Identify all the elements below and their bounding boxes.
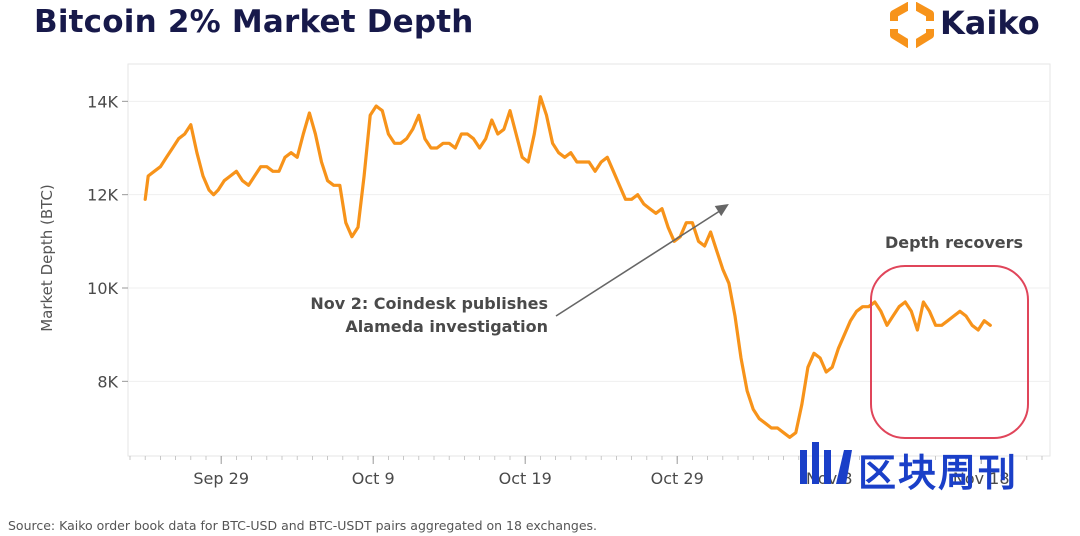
annotation-arrowhead-icon (714, 204, 729, 217)
chart-title: Bitcoin 2% Market Depth (34, 4, 474, 40)
annotation-depth-recovers: Depth recovers (885, 233, 1023, 252)
annotation-coindesk-line2: Alameda investigation (345, 317, 548, 336)
y-tick-label-2: 12K (87, 186, 118, 205)
y-tick-label-0: 8K (97, 372, 118, 391)
y-axis: 8K 10K 12K 14K (87, 92, 128, 391)
watermark: 区块周刊 (796, 440, 1058, 495)
annotation-arrow (555, 208, 724, 317)
x-tick-label-3: Oct 29 (651, 469, 704, 488)
y-tick-label-3: 14K (87, 92, 118, 111)
x-tick-label-1: Oct 9 (352, 469, 395, 488)
watermark-text: 区块周刊 (858, 451, 1019, 495)
y-tick-label-1: 10K (87, 279, 118, 298)
y-axis-label: Market Depth (BTC) (38, 184, 56, 332)
kaiko-logo-text: Kaiko (940, 4, 1040, 42)
x-tick-label-5: Nov 18 (953, 469, 1010, 488)
source-note: Source: Kaiko order book data for BTC-US… (8, 518, 598, 533)
annotation-coindesk-line1: Nov 2: Coindesk publishes (310, 294, 548, 313)
kaiko-logo-icon (888, 0, 936, 50)
recovery-highlight-box (870, 265, 1029, 439)
series-line-market-depth (143, 95, 992, 439)
watermark-logo-icon (800, 442, 852, 484)
kaiko-logo: Kaiko (888, 0, 1058, 50)
grid-lines (128, 100, 1050, 382)
plot-area (127, 63, 1051, 457)
x-tick-label-0: Sep 29 (193, 469, 249, 488)
x-tick-label-2: Oct 19 (499, 469, 552, 488)
